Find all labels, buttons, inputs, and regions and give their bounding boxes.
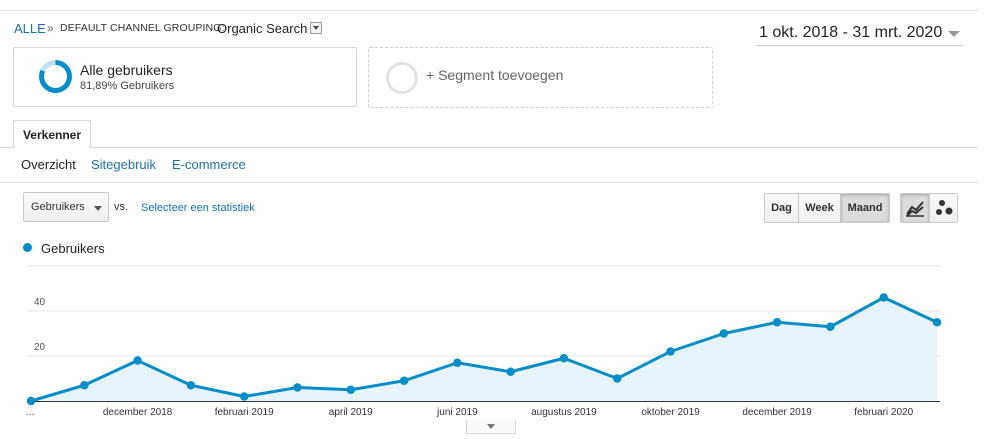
data-point xyxy=(186,381,196,390)
chevron-down-icon xyxy=(94,206,102,211)
segment-card-all-users[interactable]: Alle gebruikers 81,89% Gebruikers xyxy=(13,47,357,107)
series-area xyxy=(31,297,937,401)
breadcrumb-dropdown-icon[interactable] xyxy=(310,22,322,34)
chart-expand-toggle[interactable] xyxy=(466,420,516,434)
data-point xyxy=(453,358,462,367)
users-line-chart: 20 40 60 … december 2018 februari 2019 april 2… xyxy=(25,260,942,418)
data-point xyxy=(293,383,302,392)
data-point xyxy=(26,396,36,406)
data-point xyxy=(879,293,888,302)
motion-chart-icon xyxy=(936,200,953,215)
breadcrumb-dimension-value: Organic Search xyxy=(217,21,308,36)
segment-title: Alle gebruikers xyxy=(80,62,173,78)
period-button-group: Dag Week Maand xyxy=(764,193,890,223)
data-point xyxy=(772,318,782,327)
period-week-button[interactable]: Week xyxy=(799,194,841,222)
line-chart-icon xyxy=(906,201,924,217)
x-tick-label: augustus 2019 xyxy=(531,407,597,418)
subtab-ecommerce[interactable]: E-commerce xyxy=(172,157,246,172)
x-tick-label: oktober 2019 xyxy=(641,407,700,418)
data-point xyxy=(559,354,569,363)
segment-donut-icon xyxy=(39,60,72,93)
data-point xyxy=(346,385,355,394)
x-tick-label: december 2019 xyxy=(742,407,812,418)
subtab-site-usage[interactable]: Sitegebruik xyxy=(91,157,157,172)
y-tick-label: 40 xyxy=(34,297,46,308)
x-tick-label: december 2018 xyxy=(103,407,173,418)
data-point xyxy=(932,318,942,327)
period-day-button[interactable]: Dag xyxy=(765,194,799,222)
add-segment-button[interactable]: + Segment toevoegen xyxy=(368,47,713,108)
y-tick-label: 20 xyxy=(34,342,46,353)
date-range-underline xyxy=(756,45,963,46)
data-point xyxy=(80,381,89,390)
breadcrumb-separator: » xyxy=(47,21,54,35)
y-tick-label: 60 xyxy=(34,260,46,263)
legend-series-marker xyxy=(23,243,32,252)
top-divider xyxy=(0,10,978,11)
data-point xyxy=(613,374,622,383)
metric-select-value: Gebruikers xyxy=(31,201,85,213)
data-point xyxy=(133,356,142,365)
series-line xyxy=(30,296,938,403)
select-statistic-link[interactable]: Selecteer een statistiek xyxy=(141,202,255,214)
line-chart-button[interactable] xyxy=(901,194,930,222)
date-range-picker[interactable]: 1 okt. 2018 - 31 mrt. 2020 xyxy=(759,24,943,41)
segment-subtitle: 81,89% Gebruikers xyxy=(80,80,175,92)
data-point xyxy=(666,347,675,356)
breadcrumb-dimension-label: DEFAULT CHANNEL GROUPING: xyxy=(60,22,225,34)
x-tick-label: februari 2019 xyxy=(215,407,274,418)
data-point xyxy=(239,392,249,401)
metric-select[interactable]: Gebruikers xyxy=(23,192,109,222)
vs-label: vs. xyxy=(114,201,129,213)
x-tick-label: april 2019 xyxy=(329,407,373,418)
add-segment-label: + Segment toevoegen xyxy=(426,67,564,83)
period-month-button[interactable]: Maand xyxy=(841,194,889,222)
x-tick-label: februari 2020 xyxy=(854,407,913,418)
data-point xyxy=(719,329,729,338)
breadcrumb-all-link[interactable]: ALLE xyxy=(14,21,46,36)
section-divider xyxy=(0,182,978,183)
chart-type-button-group xyxy=(900,193,958,223)
x-tick-label: juni 2019 xyxy=(436,407,478,418)
data-point xyxy=(399,376,409,385)
motion-chart-button[interactable] xyxy=(930,194,957,222)
data-point xyxy=(506,367,515,376)
legend-series-label: Gebruikers xyxy=(41,241,105,256)
data-point xyxy=(826,322,835,331)
tab-divider xyxy=(0,147,978,148)
x-tick-label: … xyxy=(25,407,35,418)
tab-explorer[interactable]: Verkenner xyxy=(13,120,91,148)
subtab-overview[interactable]: Overzicht xyxy=(21,157,76,172)
empty-segment-circle-icon xyxy=(386,62,418,94)
chevron-down-icon[interactable] xyxy=(948,31,960,37)
